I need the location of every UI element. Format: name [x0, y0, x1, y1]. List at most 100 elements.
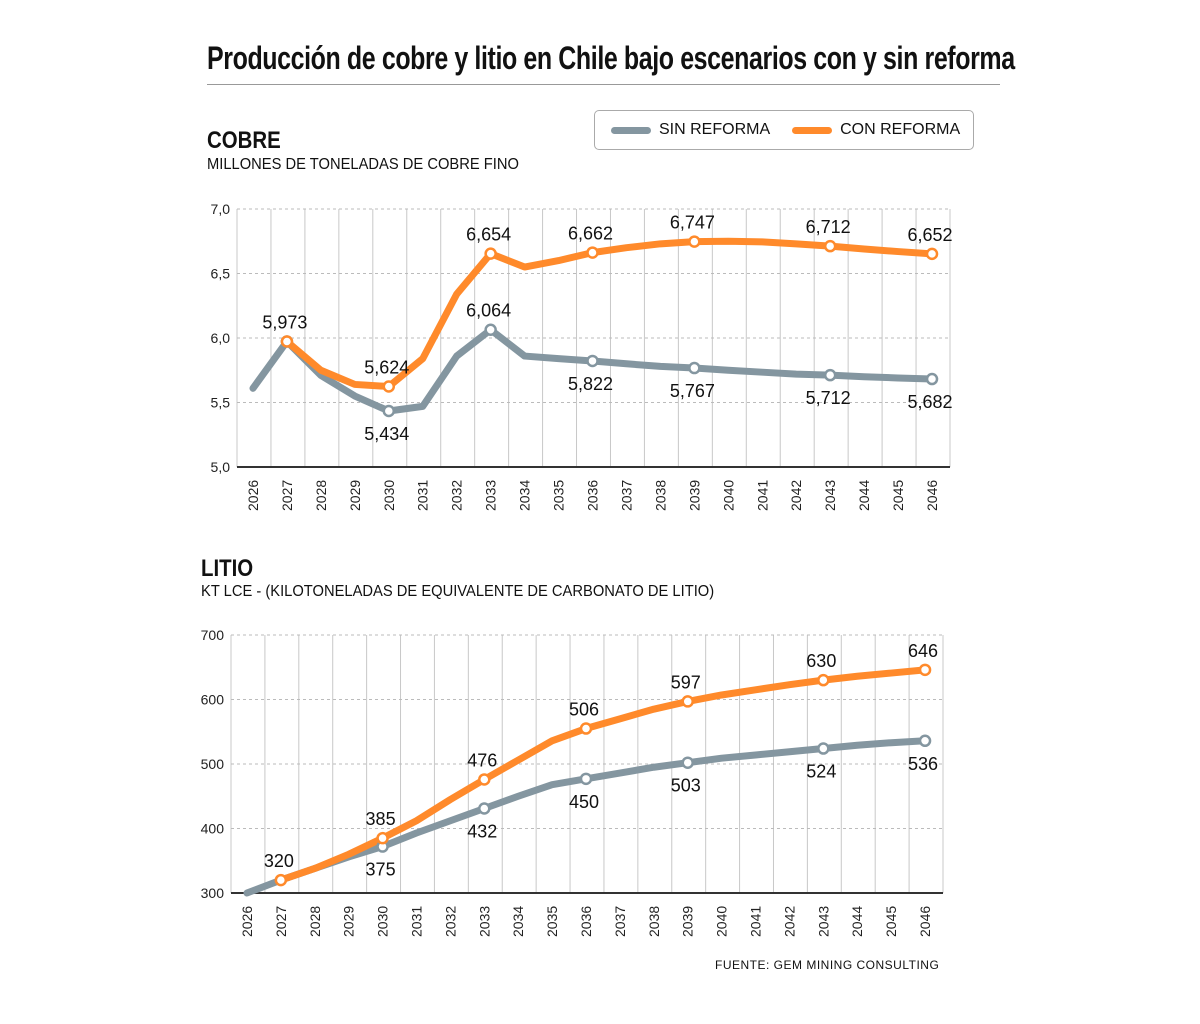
page-title: Producción de cobre y litio en Chile baj… [207, 40, 1015, 76]
x-tick-label: 2040 [720, 480, 736, 511]
con-reforma-marker [817, 673, 830, 687]
sin-reforma-marker [478, 802, 491, 815]
con-reforma-marker [925, 247, 939, 261]
data-label: 5,682 [908, 392, 953, 412]
x-tick-label: 2029 [341, 906, 357, 937]
x-tick-label: 2028 [307, 906, 323, 937]
data-label: 646 [908, 641, 938, 661]
legend-label-con: CON REFORMA [840, 121, 961, 138]
con-reforma-marker [579, 722, 593, 735]
legend-swatch-con [792, 126, 833, 134]
x-tick-label: 2045 [890, 480, 906, 511]
data-label: 5,624 [364, 358, 409, 378]
con-reforma-marker [376, 831, 389, 845]
data-label: 432 [467, 822, 497, 842]
sin-reforma-marker [817, 742, 830, 755]
source-note: FUENTE: GEM MINING CONSULTING [715, 958, 940, 972]
y-tick-label: 700 [201, 627, 225, 643]
x-tick-label: 2032 [449, 480, 465, 511]
x-tick-label: 2043 [815, 906, 831, 937]
con-reforma-marker [484, 247, 497, 260]
y-tick-label: 6,5 [211, 266, 231, 282]
x-tick-label: 2028 [313, 480, 329, 511]
x-tick-label: 2027 [279, 480, 295, 511]
title-divider [207, 84, 1000, 85]
data-label: 476 [467, 750, 497, 770]
data-label: 506 [569, 700, 599, 720]
x-tick-label: 2041 [754, 480, 770, 511]
x-tick-label: 2038 [652, 480, 668, 511]
con-reforma-marker [918, 663, 932, 677]
data-label: 6,654 [466, 225, 511, 245]
x-tick-label: 2033 [483, 480, 499, 511]
y-tick-label: 500 [201, 756, 225, 772]
x-tick-label: 2042 [788, 480, 804, 511]
x-tick-label: 2030 [381, 480, 397, 511]
data-label: 5,822 [568, 374, 613, 394]
x-tick-label: 2039 [680, 906, 696, 937]
x-tick-label: 2046 [917, 906, 933, 937]
x-tick-label: 2043 [822, 480, 838, 511]
y-tick-label: 6,0 [211, 330, 231, 346]
sin-reforma-marker [688, 361, 701, 375]
data-label: 385 [366, 809, 396, 829]
sin-reforma-marker [918, 734, 932, 748]
data-label: 503 [671, 776, 701, 796]
x-tick-label: 2039 [686, 480, 702, 511]
data-label: 320 [264, 851, 294, 871]
data-label: 5,767 [670, 381, 715, 401]
data-label: 6,064 [466, 301, 511, 321]
y-tick-label: 7,0 [211, 201, 231, 217]
sin-reforma-marker [382, 404, 396, 418]
x-tick-label: 2036 [585, 480, 601, 511]
y-tick-label: 600 [201, 692, 225, 708]
x-tick-label: 2038 [646, 906, 662, 937]
y-tick-label: 5,0 [211, 459, 231, 475]
litio-subtitle: KT LCE - (KILOTONELADAS DE EQUIVALENTE D… [201, 583, 715, 600]
x-tick-label: 2037 [612, 906, 628, 937]
data-label: 5,434 [364, 424, 409, 444]
data-label: 450 [569, 792, 599, 812]
sin-reforma-marker [823, 368, 837, 382]
x-tick-label: 2035 [544, 906, 560, 937]
data-label: 6,712 [806, 217, 851, 237]
x-tick-label: 2034 [510, 906, 526, 937]
sin-reforma-marker [484, 323, 497, 336]
x-tick-label: 2037 [618, 480, 634, 511]
data-label: 6,747 [670, 213, 715, 233]
sin-reforma-marker [586, 354, 599, 368]
data-label: 536 [908, 754, 938, 774]
data-label: 597 [671, 672, 701, 692]
data-label: 5,973 [262, 312, 307, 332]
x-tick-label: 2029 [347, 480, 363, 511]
y-tick-label: 300 [201, 885, 225, 901]
con-reforma-marker [382, 380, 396, 393]
x-tick-label: 2031 [415, 480, 431, 511]
x-tick-label: 2034 [517, 480, 533, 511]
litio-title: LITIO [201, 555, 254, 582]
y-tick-label: 400 [201, 821, 225, 837]
x-tick-label: 2044 [856, 480, 872, 511]
x-tick-label: 2046 [924, 480, 940, 511]
con-reforma-marker [823, 239, 837, 253]
x-tick-label: 2044 [849, 906, 865, 937]
x-tick-label: 2035 [551, 480, 567, 511]
con-reforma-marker [586, 246, 599, 259]
cobre-subtitle: MILLONES DE TONELADAS DE COBRE FINO [207, 156, 519, 173]
data-label: 375 [366, 860, 396, 880]
x-tick-label: 2030 [375, 906, 391, 937]
legend: SIN REFORMA CON REFORMA [594, 110, 974, 150]
con-reforma-marker [681, 695, 694, 708]
x-tick-label: 2026 [245, 480, 261, 511]
x-tick-label: 2041 [748, 906, 764, 937]
con-reforma-marker [688, 235, 701, 248]
legend-swatch-sin [611, 126, 651, 134]
x-tick-label: 2032 [442, 906, 458, 937]
litio-chart: 300 400 500 600 700 2026 2027 2028 2029 2030 2031 2… [201, 627, 944, 937]
sin-reforma-marker [925, 372, 939, 386]
x-tick-label: 2045 [883, 906, 899, 937]
cobre-chart: 5,0 5,5 6,0 6,5 7,0 2026 2027 2028 2029 2030 2031 2… [211, 201, 953, 511]
x-tick-label: 2031 [408, 906, 424, 937]
con-reforma-marker [274, 873, 288, 887]
